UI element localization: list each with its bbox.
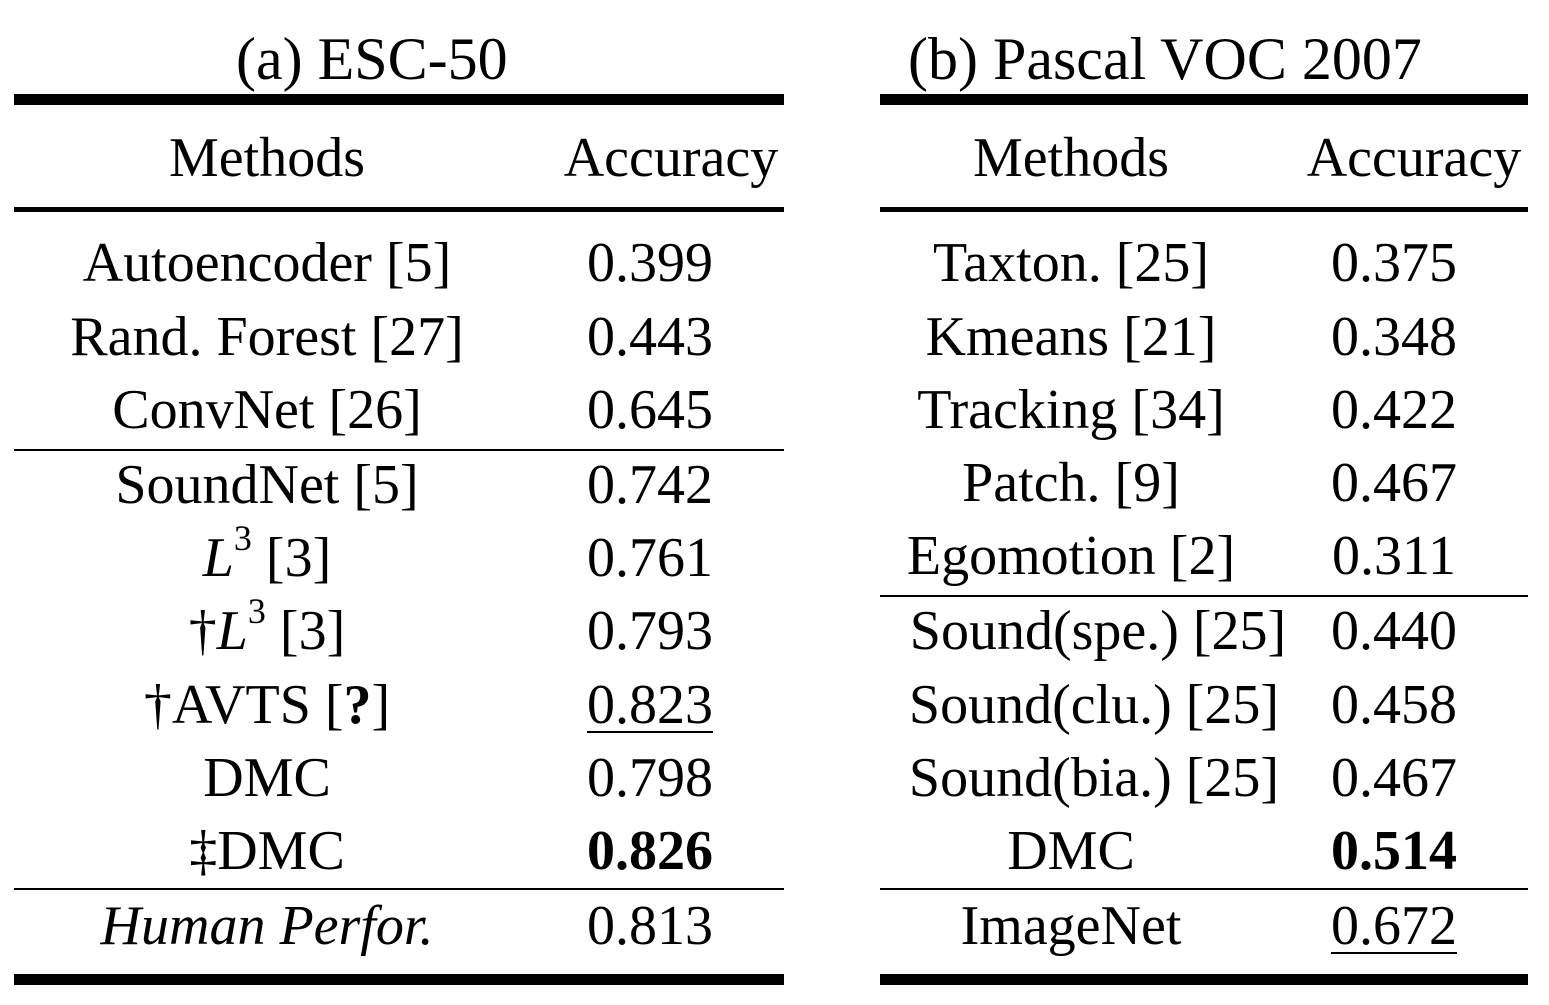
accuracy-cell: 0.813 — [587, 895, 713, 957]
accuracy-cell-underlined: 0.672 — [1331, 895, 1457, 957]
method-cell: ConvNet [26] — [112, 379, 422, 441]
method-exponent: 3 — [233, 518, 252, 558]
accuracy-cell: 0.348 — [1331, 306, 1457, 368]
method-prefix: † — [188, 600, 217, 662]
accuracy-cell: 0.793 — [587, 600, 713, 662]
method-suffix: ] — [371, 674, 391, 736]
method-variable: L — [216, 600, 248, 662]
header-accuracy: Accuracy — [1306, 127, 1522, 189]
accuracy-cell: 0.375 — [1331, 232, 1457, 294]
method-cell: Kmeans [21] — [925, 306, 1217, 368]
method-suffix: [3] — [251, 527, 332, 589]
method-cell: ImageNet — [960, 895, 1182, 957]
header-rule — [880, 207, 1528, 212]
header-methods: Methods — [973, 127, 1169, 189]
group-rule — [880, 888, 1528, 890]
method-cell: DMC — [1007, 820, 1135, 882]
top-rule — [880, 94, 1528, 105]
accuracy-cell-best: 0.826 — [587, 820, 713, 882]
table-caption: (b) Pascal VOC 2007 — [908, 26, 1422, 92]
accuracy-cell-best: 0.514 — [1331, 820, 1457, 882]
accuracy-cell: 0.467 — [1331, 452, 1457, 514]
accuracy-cell: 0.742 — [587, 454, 713, 516]
accuracy-cell: 0.798 — [587, 747, 713, 809]
method-cell: Sound(spe.) [25] — [909, 600, 1287, 662]
accuracy-cell: 0.761 — [587, 527, 713, 589]
group-rule — [14, 888, 784, 890]
accuracy-cell: 0.422 — [1331, 379, 1457, 441]
method-cell: Sound(bia.) [25] — [908, 747, 1280, 809]
method-cell: †L3 [3] — [188, 593, 346, 664]
method-cell: Tracking [34] — [917, 379, 1225, 441]
bottom-rule — [880, 974, 1528, 985]
top-rule — [14, 94, 784, 105]
method-cell: Rand. Forest [27] — [70, 306, 464, 368]
accuracy-cell: 0.399 — [587, 232, 713, 294]
method-cell: Egomotion [2] — [906, 525, 1236, 587]
accuracy-cell: 0.443 — [587, 306, 713, 368]
method-cell: SoundNet [5] — [115, 454, 419, 516]
method-cell: Patch. [9] — [962, 452, 1180, 514]
method-cell: Autoencoder [5] — [82, 232, 452, 294]
header-rule — [14, 207, 784, 212]
bottom-rule — [14, 974, 784, 985]
method-cell: Human Perfor. — [100, 895, 434, 957]
header-methods: Methods — [169, 127, 365, 189]
method-cell: DMC — [203, 747, 331, 809]
method-cell: L3 [3] — [202, 520, 332, 591]
method-prefix: †AVTS [ — [143, 674, 344, 736]
accuracy-cell: 0.458 — [1331, 674, 1457, 736]
method-cell: ‡DMC — [189, 820, 345, 882]
accuracy-cell: 0.311 — [1332, 525, 1456, 587]
group-rule — [880, 595, 1528, 597]
method-exponent: 3 — [247, 591, 266, 631]
method-cell: †AVTS [?] — [144, 672, 390, 738]
accuracy-cell: 0.440 — [1331, 600, 1457, 662]
accuracy-cell-second-best: 0.823 — [587, 674, 713, 736]
accuracy-cell: 0.467 — [1331, 747, 1457, 809]
table-caption: (a) ESC-50 — [236, 26, 508, 92]
method-variable: L — [202, 527, 234, 589]
accuracy-cell: 0.645 — [587, 379, 713, 441]
method-suffix: [3] — [265, 600, 346, 662]
method-cell: Taxton. [25] — [932, 232, 1210, 294]
group-rule — [14, 449, 784, 451]
method-cell: Sound(clu.) [25] — [908, 674, 1280, 736]
header-accuracy: Accuracy — [563, 127, 779, 189]
missing-citation-mark: ? — [343, 674, 372, 736]
